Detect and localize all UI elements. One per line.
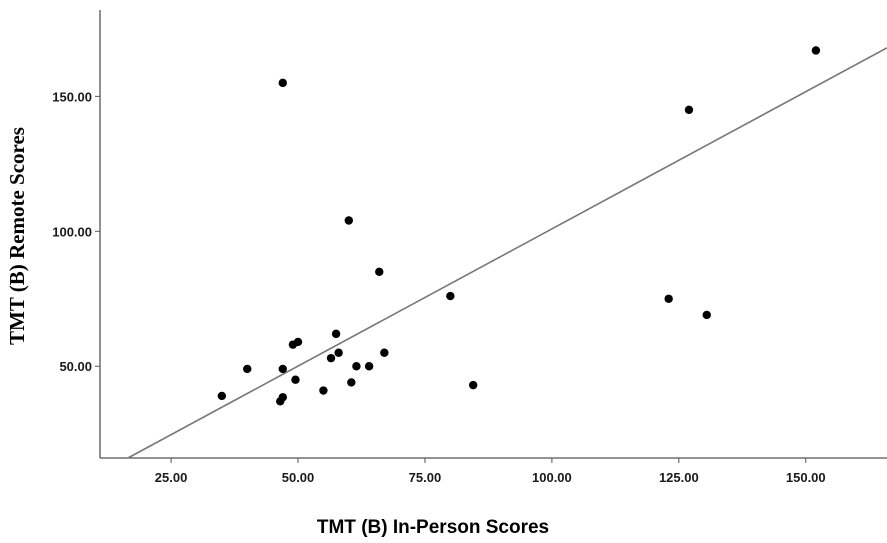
data-point <box>288 340 298 349</box>
data-point <box>364 362 374 371</box>
data-point <box>347 378 356 387</box>
data-point <box>468 380 478 390</box>
y-tick-label: 150.00 <box>52 89 92 104</box>
x-tick-label: 50.00 <box>282 470 315 485</box>
data-point <box>375 267 384 276</box>
axes <box>95 10 887 463</box>
data-point <box>380 348 389 357</box>
fit-line-group <box>127 47 887 459</box>
y-tick-label: 50.00 <box>59 359 92 374</box>
x-tick-label: 100.00 <box>532 470 572 485</box>
data-point <box>684 105 694 115</box>
data-points <box>217 46 821 406</box>
data-point <box>344 216 353 225</box>
data-point <box>243 364 252 374</box>
data-point <box>319 386 328 395</box>
x-tick-label: 25.00 <box>155 470 188 485</box>
data-point <box>326 353 336 363</box>
data-point <box>664 294 673 303</box>
data-point <box>702 310 711 320</box>
x-axis-label: TMT (B) In-Person Scores <box>317 517 549 538</box>
data-point <box>278 78 287 88</box>
data-point <box>276 397 285 406</box>
data-point <box>446 291 455 301</box>
fit-line <box>127 47 887 459</box>
data-point <box>352 362 361 371</box>
x-tick-label: 150.00 <box>786 470 826 485</box>
data-point <box>278 364 287 374</box>
x-tick-labels: 25.00 50.00 75.00 100.00 125.00 150.00 <box>155 470 826 485</box>
y-tick-labels: 50.00 100.00 150.00 <box>52 89 92 374</box>
data-point <box>811 46 821 55</box>
x-tick-label: 125.00 <box>659 470 699 485</box>
data-point <box>334 348 343 357</box>
data-point <box>217 391 227 401</box>
y-tick-label: 100.00 <box>52 224 92 239</box>
data-point <box>331 329 341 339</box>
data-point <box>291 375 300 384</box>
x-tick-label: 75.00 <box>409 470 442 485</box>
y-axis-label: TMT (B) Remote Scores <box>5 127 29 345</box>
